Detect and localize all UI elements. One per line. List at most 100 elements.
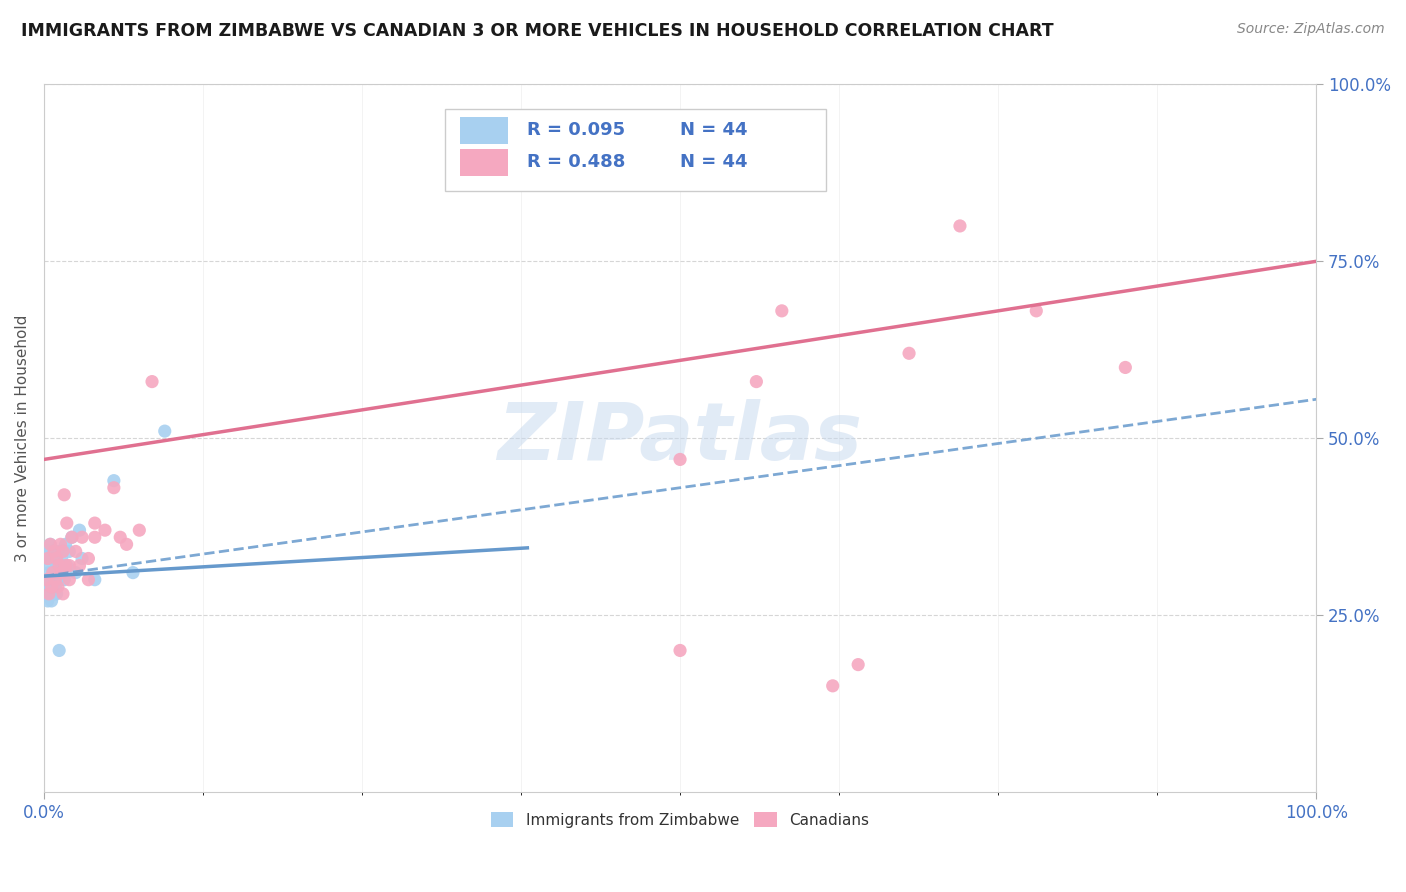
Point [42, 566, 65, 580]
Point [39, 558, 62, 573]
Point [38, 566, 60, 580]
Point [39, 537, 62, 551]
Point [770, 303, 793, 318]
Point [41, 594, 63, 608]
Point [56, 558, 79, 573]
Point [39, 537, 62, 551]
Point [103, 481, 125, 495]
Point [83, 530, 105, 544]
Point [42, 544, 65, 558]
Point [70, 551, 93, 566]
Point [58, 573, 80, 587]
Point [669, 452, 692, 467]
Point [41, 551, 63, 566]
Point [42, 587, 65, 601]
Point [35, 573, 58, 587]
Point [110, 530, 132, 544]
Point [42, 544, 65, 558]
Point [38, 544, 60, 558]
Point [41, 580, 63, 594]
Point [41, 573, 63, 587]
Point [39, 580, 62, 594]
Point [898, 346, 921, 360]
Point [51, 551, 73, 566]
Point [37, 551, 59, 566]
Point [37, 594, 59, 608]
Point [60, 530, 83, 544]
Point [1025, 303, 1047, 318]
Point [669, 643, 692, 657]
Text: N = 44: N = 44 [681, 121, 748, 139]
Point [37, 573, 59, 587]
Point [44, 580, 66, 594]
Point [77, 573, 100, 587]
Y-axis label: 3 or more Vehicles in Household: 3 or more Vehicles in Household [15, 315, 30, 562]
Point [128, 523, 150, 537]
Legend: Immigrants from Zimbabwe, Canadians: Immigrants from Zimbabwe, Canadians [485, 805, 876, 834]
Point [34, 587, 56, 601]
Point [846, 657, 869, 672]
Point [46, 544, 69, 558]
Point [122, 566, 145, 580]
Text: R = 0.488: R = 0.488 [527, 153, 626, 171]
Point [69, 523, 91, 537]
Point [48, 566, 70, 580]
Point [52, 558, 75, 573]
Text: ZIPatlas: ZIPatlas [498, 400, 862, 477]
Point [60, 530, 83, 544]
Point [83, 516, 105, 530]
Point [53, 488, 76, 502]
Point [58, 558, 80, 573]
Point [70, 530, 93, 544]
Point [55, 537, 77, 551]
Point [55, 558, 77, 573]
Point [53, 573, 76, 587]
Point [45, 558, 67, 573]
FancyBboxPatch shape [460, 149, 509, 176]
Point [65, 544, 87, 558]
Point [49, 558, 72, 573]
Point [44, 551, 66, 566]
Point [51, 566, 73, 580]
Text: IMMIGRANTS FROM ZIMBABWE VS CANADIAN 3 OR MORE VEHICLES IN HOUSEHOLD CORRELATION: IMMIGRANTS FROM ZIMBABWE VS CANADIAN 3 O… [21, 22, 1053, 40]
Point [38, 587, 60, 601]
Point [65, 566, 87, 580]
Point [1114, 360, 1136, 375]
Point [821, 679, 844, 693]
Point [42, 544, 65, 558]
Point [745, 375, 768, 389]
Text: Source: ZipAtlas.com: Source: ZipAtlas.com [1237, 22, 1385, 37]
Point [141, 375, 163, 389]
Point [115, 537, 138, 551]
Point [103, 474, 125, 488]
Point [52, 587, 75, 601]
Point [94, 523, 117, 537]
Point [48, 558, 70, 573]
Point [42, 566, 65, 580]
Text: N = 44: N = 44 [681, 153, 748, 171]
Text: R = 0.095: R = 0.095 [527, 121, 626, 139]
Point [49, 537, 72, 551]
Point [48, 643, 70, 657]
Point [46, 580, 69, 594]
Point [83, 573, 105, 587]
Point [949, 219, 972, 233]
Point [38, 587, 60, 601]
Point [56, 516, 79, 530]
Point [44, 573, 66, 587]
Point [42, 587, 65, 601]
Point [153, 424, 176, 438]
Point [37, 551, 59, 566]
Point [42, 566, 65, 580]
Point [35, 544, 58, 558]
Point [46, 573, 69, 587]
Point [77, 551, 100, 566]
Point [45, 551, 67, 566]
Point [58, 544, 80, 558]
Point [45, 587, 67, 601]
Point [52, 544, 75, 558]
FancyBboxPatch shape [460, 117, 509, 144]
Point [69, 558, 91, 573]
Point [35, 573, 58, 587]
FancyBboxPatch shape [444, 109, 827, 191]
